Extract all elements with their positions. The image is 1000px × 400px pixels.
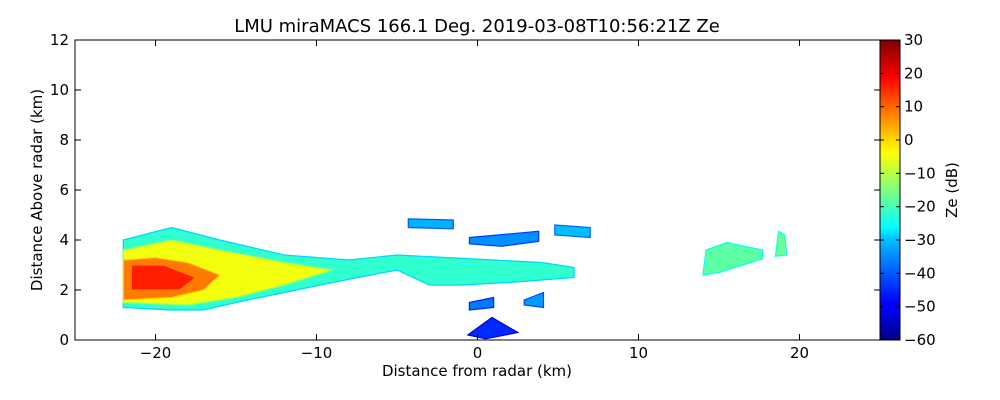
y-tick-label: 2 [59,281,69,299]
echo-region-upper-fragment-b [468,230,540,247]
colorbar-tick-label: −60 [904,331,936,349]
echo-region-low-clutter-a [468,296,495,311]
y-tick-label: 12 [50,31,69,49]
echo-layer [122,218,788,340]
echo-region-low-clutter-c [466,316,520,340]
x-tick-label: −10 [301,344,333,362]
colorbar-tick-label: −30 [904,231,936,249]
plot-area: −20 −10 0 10 20 0 2 4 6 8 10 12 [50,31,881,362]
chart-title: LMU miraMACS 166.1 Deg. 2019-03-08T10:56… [234,16,720,37]
colorbar-ticks: 30 20 10 0 −10 −20 −30 −40 −50 −60 [880,31,936,349]
x-tick-label: −20 [140,344,172,362]
x-tick-label: 0 [473,344,483,362]
colorbar-tick-label: −20 [904,198,936,216]
y-tick-label: 0 [59,331,69,349]
echo-region-band-hot-spot [130,264,198,291]
colorbar: 30 20 10 0 −10 −20 −30 −40 −50 −60 Ze (dB) [879,31,961,349]
y-tick-label: 4 [59,231,69,249]
echo-region-far-echo-left [702,241,764,276]
colorbar-tick-label: 10 [904,98,923,116]
x-tick-label: 10 [629,344,648,362]
colorbar-gradient [879,39,901,341]
x-tick-label: 20 [790,344,809,362]
y-tick-label: 6 [59,181,69,199]
echo-region-upper-fragment-c [554,224,591,239]
colorbar-tick-label: −10 [904,164,936,182]
echo-region-upper-fragment-a [407,218,454,230]
y-tick-label: 10 [50,81,69,99]
echo-region-far-echo-right [774,230,788,257]
x-axis-label: Distance from radar (km) [382,362,572,380]
y-axis-label: Distance Above radar (km) [28,89,46,291]
colorbar-tick-label: −50 [904,298,936,316]
x-axis-ticks: −20 −10 0 10 20 [140,40,809,362]
colorbar-tick-label: 0 [904,131,914,149]
colorbar-tick-label: 30 [904,31,923,49]
echo-region-low-clutter-b [523,291,545,309]
colorbar-tick-label: 20 [904,64,923,82]
y-axis-ticks: 0 2 4 6 8 10 12 [50,31,880,349]
colorbar-tick-label: −40 [904,264,936,282]
colorbar-label: Ze (dB) [943,162,961,218]
y-tick-label: 8 [59,131,69,149]
